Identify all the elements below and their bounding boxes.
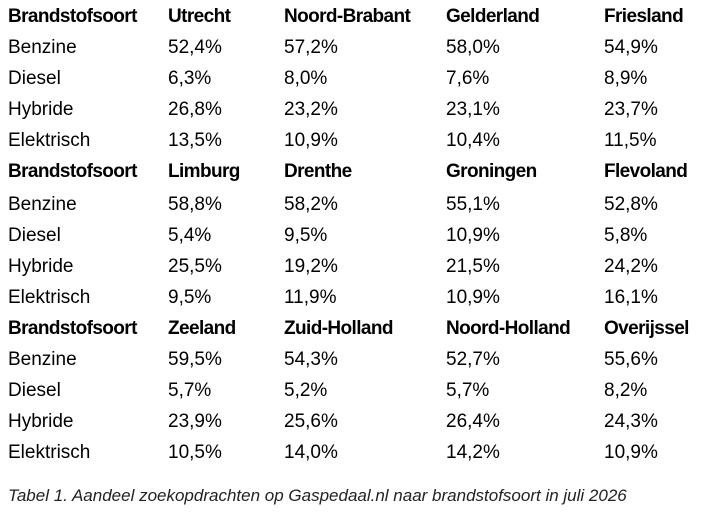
table-cell: 14,2% <box>446 442 500 463</box>
table-cell: 54,9% <box>604 37 658 58</box>
table-cell: 52,4% <box>168 37 222 58</box>
table-cell: 10,9% <box>284 130 338 151</box>
header-cell: Brandstofsoort <box>8 318 137 339</box>
header-cell: Noord-Holland <box>446 318 571 339</box>
table-cell: 9,5% <box>284 225 328 246</box>
table-cell: 13,5% <box>168 130 222 151</box>
table-cell: 24,3% <box>604 411 658 432</box>
table-cell: 11,5% <box>604 130 657 151</box>
table-cell: Elektrisch <box>8 130 91 151</box>
table-cell: 14,0% <box>284 442 338 463</box>
header-cell: Brandstofsoort <box>8 161 137 182</box>
table-cell: 23,9% <box>168 411 222 432</box>
table-cell: 54,3% <box>284 349 338 370</box>
table-cell: 52,7% <box>446 349 500 370</box>
table-cell: Benzine <box>8 349 77 370</box>
table-cell: 8,9% <box>604 68 648 89</box>
table-cell: 23,7% <box>604 99 658 120</box>
header-cell: Brandstofsoort <box>8 6 137 27</box>
table-cell: 16,1% <box>604 287 658 308</box>
table-cell: 58,0% <box>446 37 500 58</box>
table-cell: 5,2% <box>284 380 328 401</box>
table-cell: 10,9% <box>604 442 658 463</box>
caption: Tabel 1. Aandeel zoekopdrachten op Gaspe… <box>8 486 627 505</box>
table-cell: 10,5% <box>168 442 222 463</box>
table-cell: 25,6% <box>284 411 338 432</box>
table-cell: 5,7% <box>168 380 212 401</box>
table-cell: 8,0% <box>284 68 328 89</box>
table-cell: Diesel <box>8 380 61 401</box>
header-cell: Friesland <box>604 6 684 27</box>
table-cell: 26,4% <box>446 411 500 432</box>
header-cell: Zeeland <box>168 318 236 339</box>
header-cell: Noord-Brabant <box>284 6 411 27</box>
header-cell: Gelderland <box>446 6 540 27</box>
table-cell: 55,1% <box>446 194 500 215</box>
table-cell: Elektrisch <box>8 442 91 463</box>
header-cell: Zuid-Holland <box>284 318 393 339</box>
header-cell: Limburg <box>168 161 240 182</box>
table-cell: Hybride <box>8 99 74 120</box>
table-cell: 58,8% <box>168 194 222 215</box>
table-cell: 59,5% <box>168 349 222 370</box>
table-cell: Benzine <box>8 37 77 58</box>
table-cell: 5,4% <box>168 225 212 246</box>
table-cell: 10,4% <box>446 130 500 151</box>
table-cell: 10,9% <box>446 287 500 308</box>
table-cell: 26,8% <box>168 99 222 120</box>
header-cell: Overijssel <box>604 318 689 339</box>
table-cell: Diesel <box>8 225 61 246</box>
table-cell: 6,3% <box>168 68 212 89</box>
table-cell: 21,5% <box>446 256 500 277</box>
table-cell: 25,5% <box>168 256 222 277</box>
table-cell: 7,6% <box>446 68 490 89</box>
table-cell: 24,2% <box>604 256 658 277</box>
table-cell: Hybride <box>8 256 74 277</box>
table-cell: 10,9% <box>446 225 500 246</box>
header-cell: Groningen <box>446 161 537 182</box>
header-cell: Flevoland <box>604 161 688 182</box>
header-cell: Utrecht <box>168 6 231 27</box>
table-cell: 5,7% <box>446 380 490 401</box>
table-cell: 8,2% <box>604 380 648 401</box>
table-cell: 58,2% <box>284 194 338 215</box>
table-cell: 52,8% <box>604 194 658 215</box>
table-cell: 57,2% <box>284 37 338 58</box>
table-cell: 23,1% <box>446 99 500 120</box>
table-cell: 55,6% <box>604 349 658 370</box>
table-cell: 11,9% <box>284 287 337 308</box>
table-cell: Hybride <box>8 411 74 432</box>
table-cell: Elektrisch <box>8 287 91 308</box>
table-cell: 5,8% <box>604 225 648 246</box>
header-cell: Drenthe <box>284 161 352 182</box>
table-cell: 19,2% <box>284 256 338 277</box>
table-cell: Benzine <box>8 194 77 215</box>
table-cell: Diesel <box>8 68 61 89</box>
table-cell: 23,2% <box>284 99 338 120</box>
table-cell: 9,5% <box>168 287 212 308</box>
